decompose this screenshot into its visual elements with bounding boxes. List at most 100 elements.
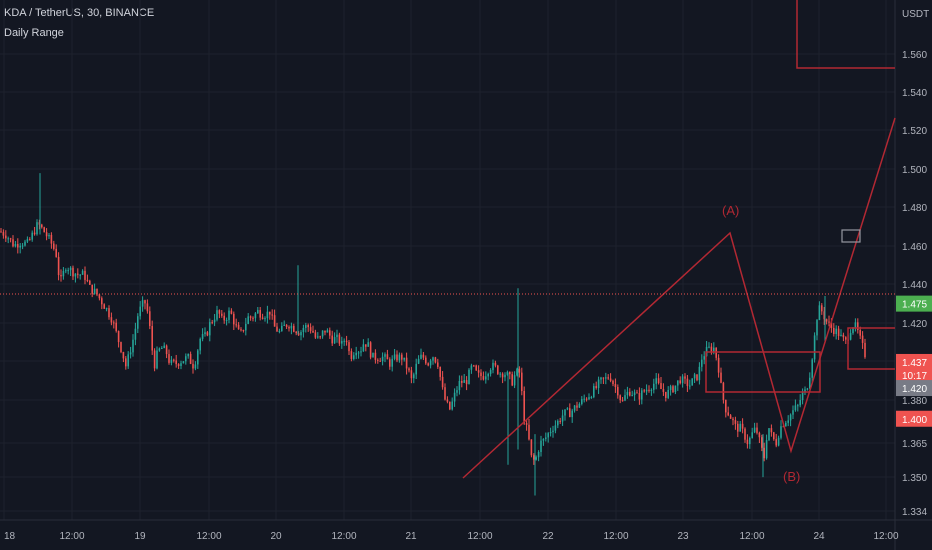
- candle-body: [319, 336, 321, 338]
- candle-body: [696, 374, 698, 381]
- candle-body: [449, 401, 451, 410]
- bracket-top: [796, 0, 895, 69]
- candle-body: [794, 405, 797, 411]
- price-badge-bg: [896, 380, 932, 397]
- candle-body: [593, 386, 595, 398]
- candle-body: [45, 232, 48, 237]
- candle-body: [537, 451, 540, 458]
- candle-body: [81, 270, 84, 275]
- candle-body: [487, 373, 489, 377]
- candle-body: [240, 329, 242, 331]
- y-tick-label: 1.380: [902, 396, 927, 407]
- candle-body: [734, 420, 737, 424]
- candle-body: [115, 322, 117, 331]
- candle-body: [149, 311, 151, 327]
- candle-body: [235, 324, 237, 326]
- candle-body: [648, 389, 650, 391]
- candle-body: [271, 314, 273, 316]
- candle-body: [691, 378, 693, 386]
- candle-body: [473, 365, 475, 367]
- candle-body: [528, 424, 530, 440]
- candle-body: [14, 244, 17, 247]
- candle-body: [393, 354, 396, 359]
- candle-body: [353, 355, 355, 359]
- candle-body: [324, 330, 326, 333]
- candle-body: [89, 280, 91, 285]
- candle-body: [597, 379, 600, 388]
- candle-body: [12, 239, 14, 247]
- candle-body: [521, 372, 523, 391]
- candle-body: [60, 275, 62, 277]
- drawings[interactable]: [0, 0, 896, 479]
- candle-body: [420, 354, 422, 359]
- candle-body: [785, 422, 787, 427]
- y-tick-label: 1.440: [902, 280, 927, 291]
- candle-body: [617, 387, 619, 396]
- candle-body: [350, 351, 353, 359]
- candle-body: [542, 438, 545, 441]
- candle-body: [216, 310, 218, 320]
- candle-body: [463, 380, 465, 383]
- candle-body: [2, 232, 5, 236]
- candle-body: [290, 325, 293, 329]
- candle-body: [818, 305, 821, 321]
- candle-body: [513, 375, 516, 386]
- candle-body: [816, 320, 818, 336]
- candle-body: [780, 426, 782, 438]
- candle-body: [511, 374, 513, 386]
- candle-body: [197, 350, 199, 365]
- candle-body: [799, 400, 801, 406]
- candle-body: [101, 298, 103, 305]
- x-tick-label: 22: [542, 531, 554, 542]
- candle-body: [285, 324, 288, 327]
- candle-body: [86, 279, 89, 281]
- time-axis[interactable]: 18 12:00 19 12:00 20 12:00 21 12:00 22 12:00 23 12:…: [4, 531, 899, 542]
- candle-body: [41, 224, 43, 228]
- candle-body: [38, 222, 41, 225]
- candle-body: [48, 234, 50, 237]
- candle-body: [561, 415, 564, 422]
- candle-body: [9, 238, 12, 240]
- candle-body: [806, 388, 809, 390]
- candle-body: [365, 344, 367, 347]
- candle-body: [283, 324, 285, 326]
- candle-body: [288, 326, 290, 329]
- candle-body: [151, 326, 153, 351]
- candle-body: [348, 342, 350, 352]
- candle-body: [242, 329, 245, 331]
- candle-body: [761, 437, 763, 448]
- candle-body: [293, 325, 295, 332]
- candle-body: [0, 231, 2, 233]
- candle-body: [583, 398, 585, 400]
- candle-body: [852, 327, 854, 334]
- candle-body: [218, 310, 221, 314]
- x-tick-label: 12:00: [739, 531, 764, 542]
- candle-body: [120, 342, 122, 352]
- candle-body: [619, 395, 621, 401]
- wave-label-b: (B): [783, 469, 800, 484]
- candle-body: [792, 410, 794, 415]
- candle-body: [211, 322, 213, 324]
- candle-body: [305, 325, 307, 328]
- candle-body: [665, 391, 667, 398]
- candle-body: [451, 401, 453, 410]
- candle-body: [321, 330, 324, 337]
- candle-body: [482, 376, 485, 380]
- candle-body: [641, 390, 643, 400]
- candle-body: [139, 306, 141, 317]
- candle-body: [830, 322, 833, 328]
- candle-body: [103, 304, 105, 309]
- candle-body: [787, 420, 789, 423]
- candle-body: [77, 273, 79, 275]
- candle-body: [605, 377, 607, 379]
- candle-body: [828, 321, 830, 323]
- candle-body: [369, 342, 372, 358]
- price-badge-bg: [896, 410, 932, 427]
- candle-body: [456, 390, 458, 393]
- candle-body: [36, 222, 38, 235]
- price-axis[interactable]: 1.560 1.540 1.520 1.500 1.480 1.460 1.440 1.420…: [902, 50, 927, 518]
- indicator-label[interactable]: Daily Range: [4, 27, 64, 39]
- candle-body: [864, 342, 866, 358]
